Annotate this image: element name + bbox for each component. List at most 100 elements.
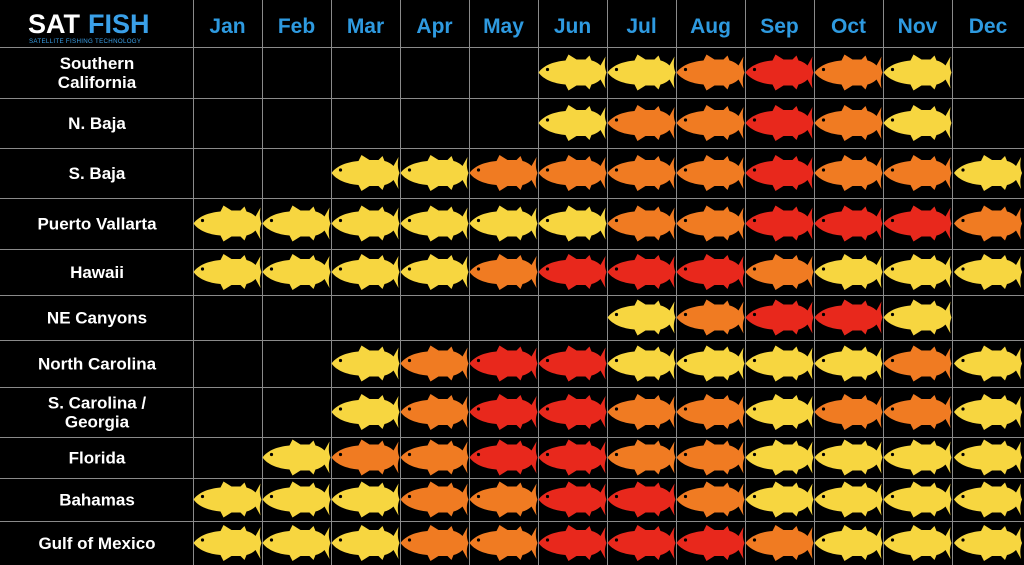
tuna-fish-icon <box>469 155 538 191</box>
fish-eye-icon <box>961 494 965 499</box>
fish-cell-3-jun <box>538 205 607 242</box>
fish-eye-icon <box>961 218 965 223</box>
fish-cell-9-feb <box>262 481 331 518</box>
tuna-fish-icon <box>814 205 883 242</box>
tuna-fish-icon <box>954 155 1022 191</box>
fish-eye-icon <box>614 168 619 172</box>
tuna-fish-icon <box>676 394 745 430</box>
fish-cells <box>193 54 1022 561</box>
fish-eye-icon <box>545 538 550 542</box>
fish-cell-8-apr <box>400 439 469 476</box>
region-label-2: S. Baja <box>69 164 126 183</box>
fish-cell-1-nov <box>883 105 952 141</box>
fish-cell-9-may <box>469 481 538 518</box>
fish-eye-icon <box>407 168 412 172</box>
tuna-fish-icon <box>814 481 883 518</box>
tuna-fish-icon <box>814 394 883 430</box>
fish-cell-6-apr <box>400 345 469 382</box>
tuna-fish-icon <box>814 105 883 141</box>
fish-eye-icon <box>961 168 965 172</box>
fish-eye-icon <box>614 538 619 542</box>
fish-cell-3-nov <box>883 205 952 242</box>
fish-cell-8-sep <box>745 439 814 476</box>
tuna-fish-icon <box>676 205 745 242</box>
fish-cell-2-apr <box>400 155 469 191</box>
tuna-fish-icon <box>607 394 676 430</box>
tuna-fish-icon <box>745 394 814 430</box>
fish-eye-icon <box>821 168 826 172</box>
tuna-fish-icon <box>331 439 400 476</box>
tuna-fish-icon <box>883 439 952 476</box>
fish-cell-7-mar <box>331 394 400 430</box>
fish-eye-icon <box>407 267 412 271</box>
tuna-fish-icon <box>676 345 745 382</box>
tuna-fish-icon <box>193 254 262 290</box>
fish-cell-6-dec <box>954 345 1022 382</box>
fish-cell-9-jun <box>538 481 607 518</box>
tuna-fish-icon <box>883 105 952 141</box>
fish-cell-0-aug <box>676 54 745 91</box>
fish-cell-4-jun <box>538 254 607 290</box>
logo-tagline: SATELLITE FISHING TECHNOLOGY <box>29 38 141 45</box>
fish-cell-6-jul <box>607 345 676 382</box>
fish-cell-9-jul <box>607 481 676 518</box>
tuna-fish-icon <box>745 299 814 336</box>
fish-cell-10-apr <box>400 525 469 561</box>
fish-cell-5-aug <box>676 299 745 336</box>
fish-eye-icon <box>338 452 343 457</box>
fish-eye-icon <box>269 452 274 457</box>
month-label-oct: Oct <box>831 15 866 38</box>
fish-cell-4-nov <box>883 254 952 290</box>
fish-cell-4-feb <box>262 254 331 290</box>
tuna-fish-icon <box>607 345 676 382</box>
fish-eye-icon <box>545 494 550 499</box>
fish-cell-3-aug <box>676 205 745 242</box>
fish-cell-10-oct <box>814 525 883 561</box>
tuna-fish-icon <box>607 155 676 191</box>
fish-eye-icon <box>752 312 757 317</box>
month-label-dec: Dec <box>969 15 1008 38</box>
tuna-fish-icon <box>538 525 607 561</box>
fish-cell-4-mar <box>331 254 400 290</box>
fish-eye-icon <box>821 218 826 223</box>
fish-cell-6-nov <box>883 345 952 382</box>
tuna-fish-icon <box>814 525 883 561</box>
tuna-fish-icon <box>607 299 676 336</box>
fish-eye-icon <box>752 407 757 411</box>
tuna-fish-icon <box>538 205 607 242</box>
fish-eye-icon <box>890 67 895 72</box>
tuna-fish-icon <box>538 54 607 91</box>
fish-eye-icon <box>407 538 412 542</box>
tuna-fish-icon <box>331 345 400 382</box>
fish-cell-8-feb <box>262 439 331 476</box>
fish-cell-8-may <box>469 439 538 476</box>
month-label-sep: Sep <box>760 15 799 38</box>
tuna-fish-icon <box>676 155 745 191</box>
fish-cell-5-jul <box>607 299 676 336</box>
fish-eye-icon <box>269 218 274 223</box>
fish-cell-8-jul <box>607 439 676 476</box>
tuna-fish-icon <box>883 525 952 561</box>
fish-eye-icon <box>614 312 619 317</box>
fish-cell-7-dec <box>954 394 1022 430</box>
fish-eye-icon <box>821 494 826 499</box>
region-label-6: North Carolina <box>38 355 157 374</box>
month-label-apr: Apr <box>416 15 452 38</box>
fish-eye-icon <box>890 494 895 499</box>
fish-eye-icon <box>200 267 205 271</box>
region-label-8: Florida <box>69 449 126 468</box>
region-label-0-line-1: California <box>58 73 137 92</box>
fish-cell-4-jan <box>193 254 262 290</box>
fish-eye-icon <box>407 452 412 457</box>
logo-fish-text: FISH <box>88 9 150 39</box>
fish-eye-icon <box>890 218 895 223</box>
fish-eye-icon <box>200 494 205 499</box>
fish-cell-2-may <box>469 155 538 191</box>
fish-cell-0-nov <box>883 54 952 91</box>
fish-eye-icon <box>683 452 688 457</box>
region-label-10: Gulf of Mexico <box>38 534 155 553</box>
fish-eye-icon <box>338 538 343 542</box>
tuna-fish-icon <box>883 254 952 290</box>
fish-cell-7-sep <box>745 394 814 430</box>
